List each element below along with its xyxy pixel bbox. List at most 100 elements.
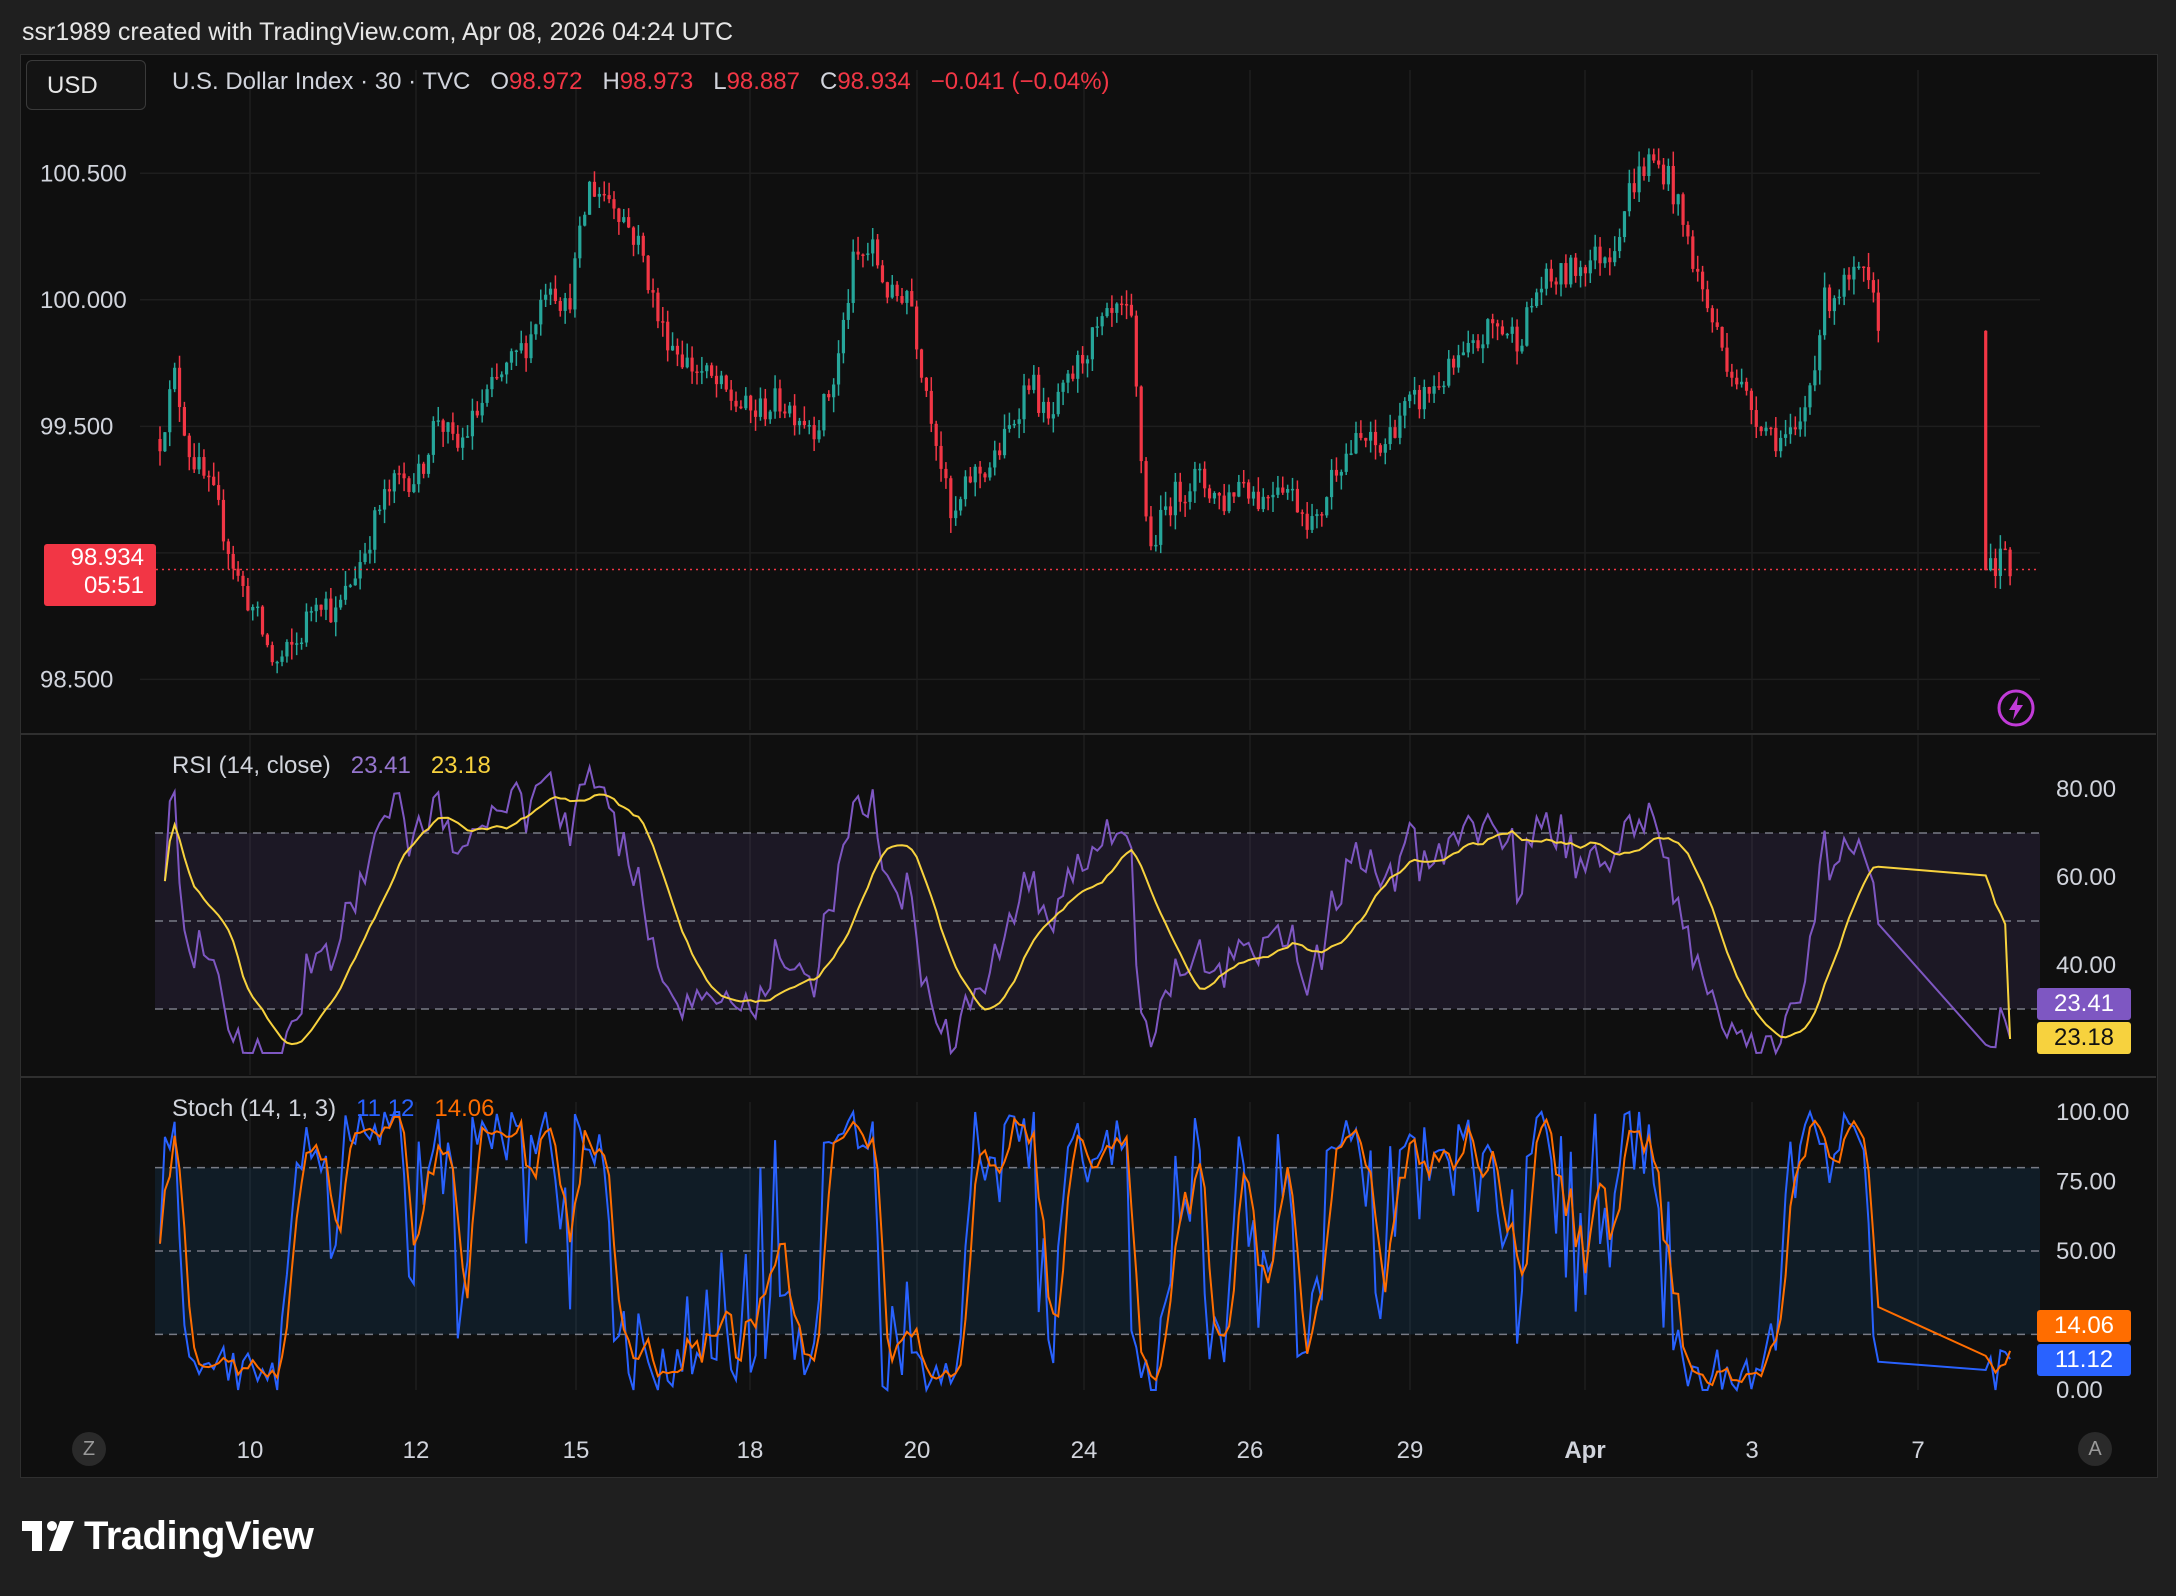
candle-body xyxy=(934,423,938,446)
candle-body xyxy=(587,181,592,215)
candle-body xyxy=(841,319,846,354)
candle-body xyxy=(1466,342,1470,353)
candle-body xyxy=(578,225,582,259)
rsi-value-badge: 23.41 xyxy=(2037,988,2131,1020)
stoch-d-line xyxy=(159,1115,2012,1387)
candle-body xyxy=(822,393,826,431)
candle-body xyxy=(334,607,338,623)
candle-body xyxy=(749,395,753,411)
candle-body xyxy=(666,321,670,351)
candle-body xyxy=(1090,327,1094,360)
candle-body xyxy=(431,421,435,455)
candle-body xyxy=(548,288,553,295)
stoch-axis-label: 100.00 xyxy=(2056,1099,2129,1126)
x-tick-label: 26 xyxy=(1237,1437,1264,1464)
candle-body xyxy=(573,258,577,310)
candle-body xyxy=(1110,308,1114,313)
candle-body xyxy=(1022,385,1026,420)
candle-body xyxy=(968,476,972,483)
chart-frame xyxy=(20,54,2158,1478)
candle-body xyxy=(1539,288,1544,293)
candle-body xyxy=(1515,326,1519,352)
candle-body xyxy=(1237,481,1241,497)
tradingview-logo: TradingView xyxy=(22,1514,314,1558)
rsi-line xyxy=(163,763,2012,1056)
candle-body xyxy=(734,400,738,407)
candle-body xyxy=(739,406,743,409)
candle-body xyxy=(270,645,274,663)
candle-body xyxy=(387,489,392,492)
candle-body xyxy=(1144,461,1148,517)
stoch-legend: Stoch (14, 1, 3) 11.12 14.06 xyxy=(172,1095,494,1123)
candle-body xyxy=(690,357,694,372)
candle-body xyxy=(900,296,904,303)
candle-body xyxy=(544,294,548,300)
symbol-button[interactable]: USD xyxy=(26,60,146,110)
candle-body xyxy=(1852,266,1856,280)
price-axis-label: 100.500 xyxy=(40,160,127,187)
rsi-ma-value: 23.18 xyxy=(430,752,491,779)
high-value: 98.973 xyxy=(619,68,694,95)
candle-body xyxy=(480,402,484,416)
candle-body xyxy=(1232,492,1236,497)
candle-body xyxy=(958,499,963,511)
candle-body xyxy=(1510,326,1514,334)
candle-body xyxy=(788,405,792,414)
candle-body xyxy=(173,367,177,390)
candle-body xyxy=(871,239,875,254)
candle-body xyxy=(1037,374,1041,413)
candle-body xyxy=(221,499,226,542)
candle-body xyxy=(1642,166,1646,177)
candle-body xyxy=(2008,549,2012,577)
candle-body xyxy=(280,656,284,662)
candle-body xyxy=(802,420,806,426)
candle-body xyxy=(1578,267,1583,276)
candle-body xyxy=(1349,453,1353,455)
candle-body xyxy=(1818,335,1822,371)
candle-body xyxy=(1427,387,1431,394)
price-axis-label: 98.500 xyxy=(40,666,113,693)
candle-body xyxy=(1554,281,1558,285)
candle-body xyxy=(1779,437,1783,452)
lightning-icon[interactable] xyxy=(1996,688,2036,728)
candle-body xyxy=(275,661,279,664)
candle-body xyxy=(1583,267,1588,274)
candle-body xyxy=(1154,544,1158,547)
candle-body xyxy=(519,343,523,351)
candle-body xyxy=(329,598,333,623)
auto-scale-button[interactable]: A xyxy=(2078,1432,2112,1466)
candle-body xyxy=(1803,407,1807,422)
candle-body xyxy=(1598,246,1602,264)
candle-body xyxy=(636,235,640,245)
candle-body xyxy=(1871,280,1876,293)
price-axis-label: 99.500 xyxy=(40,413,113,440)
candle-body xyxy=(631,227,636,245)
candle-body xyxy=(1188,491,1192,502)
x-tick-label: 15 xyxy=(563,1437,590,1464)
candle-body xyxy=(1290,488,1295,491)
candle-body xyxy=(1002,428,1007,456)
candle-body xyxy=(236,568,240,576)
candle-body xyxy=(202,457,206,476)
candle-body xyxy=(1286,489,1290,493)
candle-body xyxy=(1613,251,1617,263)
candle-body xyxy=(1105,308,1109,317)
candle-body xyxy=(607,195,611,200)
candle-body xyxy=(1769,427,1773,430)
candle-body xyxy=(1124,304,1129,306)
candle-body xyxy=(983,473,987,478)
candle-body xyxy=(1588,260,1592,274)
candle-body xyxy=(1661,164,1666,185)
candle-body xyxy=(558,300,562,311)
rsi-label: RSI (14, close) xyxy=(172,752,331,779)
candle-body xyxy=(1061,382,1065,392)
candle-body xyxy=(514,350,518,353)
candle-body xyxy=(1066,373,1070,383)
candle-body xyxy=(1491,319,1495,324)
candle-body xyxy=(441,420,445,432)
candle-body xyxy=(1256,491,1260,510)
candle-body xyxy=(597,193,601,197)
candle-body xyxy=(461,437,465,448)
zoom-z-button[interactable]: Z xyxy=(72,1432,106,1466)
